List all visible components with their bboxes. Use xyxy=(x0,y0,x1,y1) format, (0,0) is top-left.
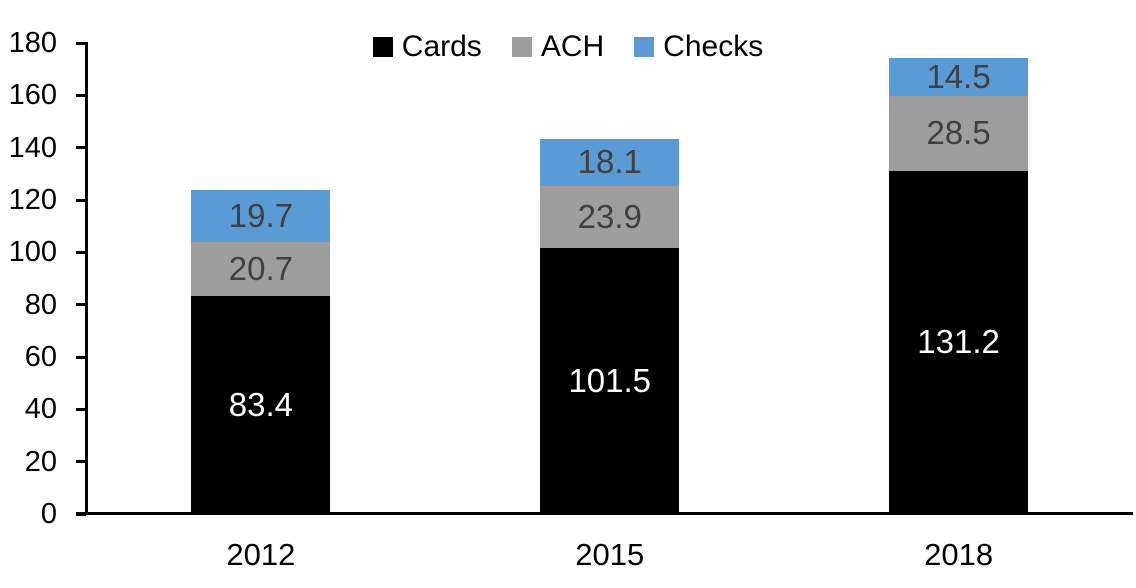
legend-label-checks: Checks xyxy=(663,30,764,63)
chart-legend: Cards ACH Checks xyxy=(0,30,1136,64)
y-axis-tick xyxy=(75,407,86,411)
y-axis-tick xyxy=(75,460,86,464)
bar-segment-ach xyxy=(191,241,331,296)
legend-swatch-cards-icon xyxy=(372,37,393,57)
bar-value-label: 131.2 xyxy=(917,323,1000,361)
bar-segment-checks xyxy=(540,138,680,186)
y-axis-tick xyxy=(75,303,86,307)
bar-segment-cards xyxy=(889,170,1029,514)
bar-value-label: 23.9 xyxy=(577,198,642,236)
x-tick-label: 2018 xyxy=(924,537,994,572)
bar-value-label: 20.7 xyxy=(228,249,294,287)
y-axis-tick xyxy=(75,198,86,202)
bar-segment-checks xyxy=(191,190,331,242)
y-tick-label: 120 xyxy=(8,184,57,216)
y-tick-label: 100 xyxy=(8,236,57,269)
legend-label-cards: Cards xyxy=(401,30,482,63)
y-tick-label: 0 xyxy=(40,498,57,530)
bar-segment-cards xyxy=(540,248,680,514)
y-axis-tick xyxy=(75,41,86,45)
bar-value-label: 83.4 xyxy=(228,385,294,423)
legend-swatch-ach-icon xyxy=(511,37,532,57)
y-tick-label: 80 xyxy=(24,288,57,321)
legend-item-checks: Checks xyxy=(634,30,763,64)
y-axis-tick xyxy=(75,512,86,516)
bar-value-label: 28.5 xyxy=(926,114,991,152)
x-tick-label: 2015 xyxy=(575,537,645,572)
bar-segment-ach xyxy=(889,96,1029,171)
x-tick-label: 2012 xyxy=(226,537,296,572)
bar-value-label: 101.5 xyxy=(568,362,652,400)
y-tick-label: 60 xyxy=(24,341,57,373)
y-axis-tick xyxy=(75,355,86,359)
y-axis-line xyxy=(85,42,88,514)
legend-label-ach: ACH xyxy=(540,30,605,63)
y-axis-tick xyxy=(75,250,86,254)
bar-value-label: 18.1 xyxy=(577,143,642,181)
bar-value-label: 19.7 xyxy=(228,196,294,234)
y-tick-label: 180 xyxy=(8,27,57,59)
bar-value-label: 14.5 xyxy=(926,58,991,96)
legend-swatch-checks-icon xyxy=(634,37,655,57)
legend-item-cards: Cards xyxy=(372,30,482,64)
y-tick-label: 20 xyxy=(24,445,57,478)
y-tick-label: 140 xyxy=(8,131,57,164)
bar-segment-ach xyxy=(540,185,680,249)
y-axis-tick xyxy=(75,93,86,97)
y-tick-label: 40 xyxy=(24,393,57,426)
y-tick-label: 160 xyxy=(8,79,57,112)
bar-segment-cards xyxy=(191,295,331,514)
bar-segment-checks xyxy=(889,58,1029,97)
legend-item-ach: ACH xyxy=(511,30,605,64)
y-axis-tick xyxy=(75,146,86,150)
